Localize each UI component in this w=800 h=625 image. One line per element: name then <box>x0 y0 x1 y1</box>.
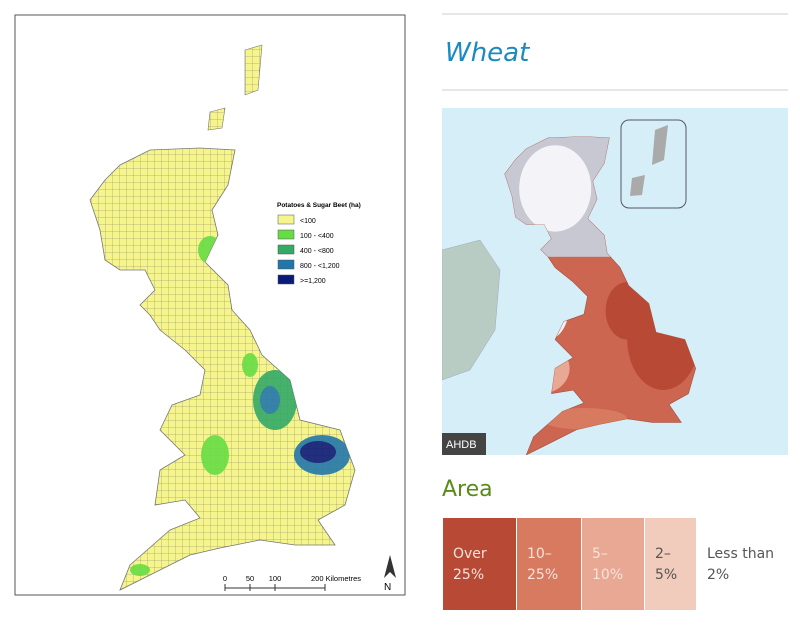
legend-item: Less than 2% <box>697 518 787 610</box>
legend-label: <100 <box>300 218 316 225</box>
map-credit: AHDB <box>446 439 477 451</box>
legend-item: 2–5% <box>645 518 697 610</box>
north-label: N <box>384 582 391 593</box>
right-legend: Over 25% 10–25% 5–10% 2–5% Less than 2% <box>443 518 787 610</box>
scale-label: 200 Kilometres <box>311 574 361 583</box>
legend-swatch <box>277 229 295 240</box>
legend-swatch <box>277 274 295 285</box>
panel-title: Wheat <box>445 38 530 68</box>
scale-label: 50 <box>246 574 254 583</box>
wheat-map: AHDB <box>442 108 788 455</box>
legend-item: Over 25% <box>443 518 517 610</box>
legend-heading: Area <box>442 477 493 502</box>
scale-labels: 0 50 100 200 Kilometres <box>223 574 361 583</box>
scale-bar <box>224 584 326 591</box>
left-legend: <100 100 - <400 400 - <800 800 - <1,200 >=1,… <box>277 214 340 285</box>
legend-swatch <box>277 244 295 255</box>
legend-label: >=1,200 <box>300 278 326 285</box>
scale-label: 0 <box>223 574 227 583</box>
legend-item: 10–25% <box>517 518 582 610</box>
legend-label: 100 - <400 <box>300 233 334 240</box>
legend-swatch <box>277 214 295 225</box>
scale-label: 100 <box>269 574 282 583</box>
north-arrow <box>384 555 396 578</box>
legend-swatch <box>277 259 295 270</box>
legend-label: 400 - <800 <box>300 248 334 255</box>
legend-item: 5–10% <box>582 518 645 610</box>
legend-label: 800 - <1,200 <box>300 263 340 270</box>
legend-title: Potatoes & Sugar Beet (ha) <box>277 202 361 209</box>
